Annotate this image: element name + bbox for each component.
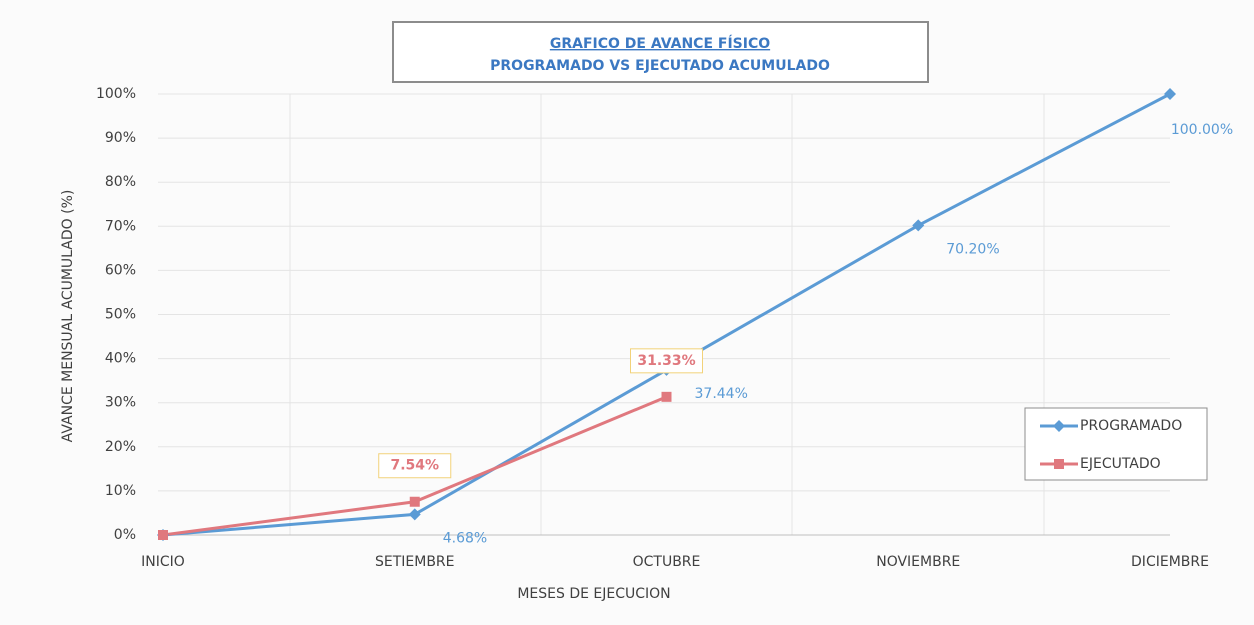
point [409, 496, 420, 507]
x-tick-label: DICIEMBRE [1131, 554, 1209, 570]
chart-title: GRAFICO DE AVANCE FÍSICO [550, 35, 770, 52]
title-box [392, 21, 929, 83]
point [912, 219, 925, 232]
y-tick-label: 10% [105, 483, 136, 499]
point [661, 391, 672, 402]
data-label: 7.54% [390, 458, 439, 474]
y-tick-label: 30% [105, 395, 136, 411]
x-tick-label: OCTUBRE [633, 554, 701, 570]
data-label: 37.44% [695, 386, 748, 402]
x-axis-label: MESES DE EJECUCION [517, 586, 670, 602]
y-tick-label: 80% [105, 174, 136, 190]
y-axis-label: AVANCE MENSUAL ACUMULADO (%) [60, 190, 76, 443]
y-tick-label: 0% [114, 527, 136, 543]
legend-label: EJECUTADO [1080, 456, 1161, 472]
point [408, 508, 421, 521]
x-tick-label: SETIEMBRE [375, 554, 455, 570]
point [1164, 88, 1176, 100]
point [1054, 459, 1064, 469]
y-tick-label: 70% [105, 218, 136, 234]
y-tick-label: 100% [96, 86, 136, 102]
y-tick-label: 50% [105, 307, 136, 323]
point [158, 530, 168, 540]
data-label: 70.20% [946, 241, 999, 257]
point [1053, 420, 1065, 432]
y-tick-label: 90% [105, 130, 136, 146]
legend-label: PROGRAMADO [1080, 418, 1182, 434]
y-tick-label: 20% [105, 439, 136, 455]
data-label-box [630, 348, 703, 374]
data-label: 100.00% [1171, 122, 1233, 138]
data-label: 4.68% [443, 530, 487, 546]
chart-subtitle: PROGRAMADO VS EJECUTADO ACUMULADO [490, 58, 830, 74]
data-label-box [378, 453, 452, 479]
data-label: 31.33% [637, 353, 695, 369]
y-tick-label: 60% [105, 262, 136, 278]
x-tick-label: INICIO [141, 554, 185, 570]
y-tick-label: 40% [105, 351, 136, 367]
x-tick-label: NOVIEMBRE [876, 554, 960, 570]
